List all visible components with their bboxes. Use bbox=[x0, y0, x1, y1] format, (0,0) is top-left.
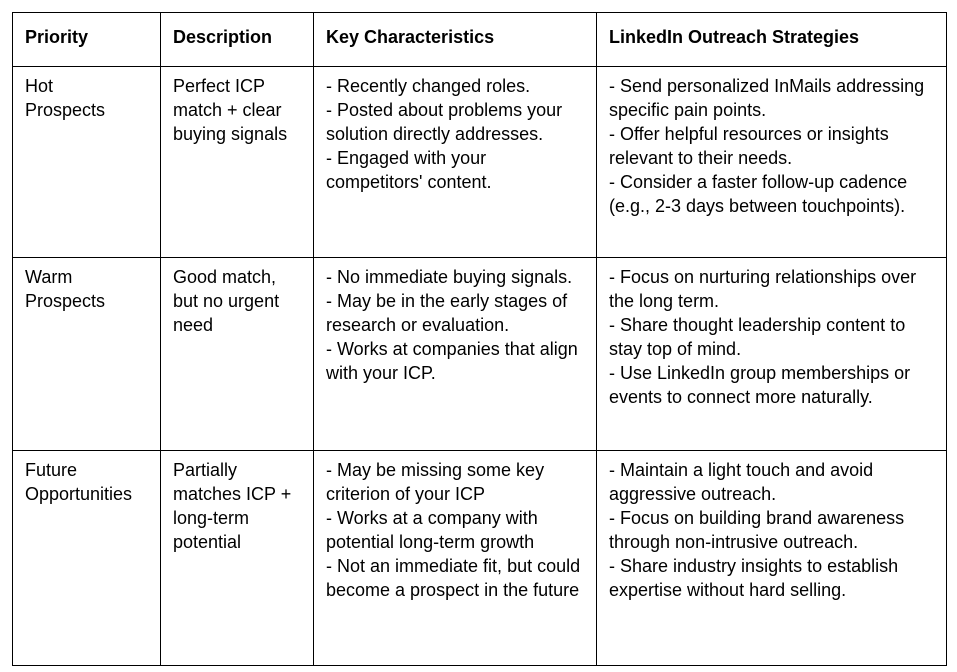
priority-cell: Hot Prospects bbox=[12, 66, 161, 258]
characteristics-cell: - No immediate buying signals. - May be … bbox=[313, 257, 597, 451]
characteristic-item: - No immediate buying signals. bbox=[326, 267, 573, 287]
table-row: Future Opportunities Partially matches I… bbox=[12, 450, 947, 666]
strategies-cell: - Maintain a light touch and avoid aggre… bbox=[596, 450, 947, 666]
characteristic-item: - May be missing some key criterion of y… bbox=[326, 460, 545, 504]
table-row: Warm Prospects Good match, but no urgent… bbox=[12, 257, 947, 451]
characteristic-item: - Works at companies that align with you… bbox=[326, 339, 578, 383]
characteristic-item: - Posted about problems your solution di… bbox=[326, 100, 563, 144]
description-cell: Good match, but no urgent need bbox=[160, 257, 314, 451]
characteristics-cell: - May be missing some key criterion of y… bbox=[313, 450, 597, 666]
header-description: Description bbox=[160, 12, 314, 67]
strategy-item: - Focus on nurturing relationships over … bbox=[609, 267, 917, 311]
strategy-item: - Maintain a light touch and avoid aggre… bbox=[609, 460, 874, 504]
priority-cell: Warm Prospects bbox=[12, 257, 161, 451]
strategy-item: - Consider a faster follow-up cadence (e… bbox=[609, 172, 908, 216]
strategy-item: - Use LinkedIn group memberships or even… bbox=[609, 363, 911, 407]
characteristic-item: - Engaged with your competitors' content… bbox=[326, 148, 492, 192]
characteristic-item: - Not an immediate fit, but could become… bbox=[326, 556, 581, 600]
strategy-item: - Send personalized InMails addressing s… bbox=[609, 76, 925, 120]
strategies-cell: - Focus on nurturing relationships over … bbox=[596, 257, 947, 451]
header-row: Priority Description Key Characteristics… bbox=[12, 12, 947, 67]
characteristic-item: - May be in the early stages of research… bbox=[326, 291, 568, 335]
table-row: Hot Prospects Perfect ICP match + clear … bbox=[12, 66, 947, 258]
header-key-characteristics: Key Characteristics bbox=[313, 12, 597, 67]
characteristics-cell: - Recently changed roles. - Posted about… bbox=[313, 66, 597, 258]
priority-cell: Future Opportunities bbox=[12, 450, 161, 666]
characteristic-item: - Recently changed roles. bbox=[326, 76, 531, 96]
strategy-item: - Share industry insights to establish e… bbox=[609, 556, 899, 600]
description-cell: Perfect ICP match + clear buying signals bbox=[160, 66, 314, 258]
strategies-cell: - Send personalized InMails addressing s… bbox=[596, 66, 947, 258]
header-priority: Priority bbox=[12, 12, 161, 67]
description-cell: Partially matches ICP + long-term potent… bbox=[160, 450, 314, 666]
strategy-item: - Share thought leadership content to st… bbox=[609, 315, 906, 359]
characteristic-item: - Works at a company with potential long… bbox=[326, 508, 538, 552]
header-linkedin-strategies: LinkedIn Outreach Strategies bbox=[596, 12, 947, 67]
prospect-priority-table: Priority Description Key Characteristics… bbox=[12, 12, 947, 666]
strategy-item: - Focus on building brand awareness thro… bbox=[609, 508, 905, 552]
strategy-item: - Offer helpful resources or insights re… bbox=[609, 124, 889, 168]
